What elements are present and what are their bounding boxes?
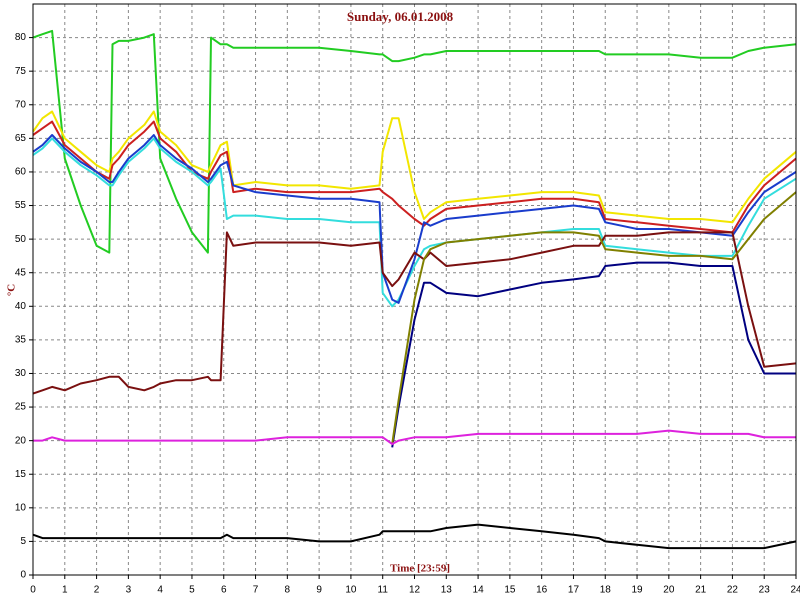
y-tick-label: 5	[20, 536, 26, 547]
y-tick-label: 45	[15, 267, 27, 278]
y-axis-label: °C	[6, 284, 18, 296]
x-axis-label: Time [23:59]	[390, 563, 450, 575]
x-tick-label: 1	[62, 585, 68, 596]
x-tick-label: 8	[285, 585, 291, 596]
x-tick-label: 18	[600, 585, 612, 596]
x-tick-label: 5	[189, 585, 195, 596]
y-tick-label: 10	[15, 502, 27, 513]
x-tick-label: 12	[409, 585, 421, 596]
series-line	[32, 523, 797, 550]
y-tick-label: 65	[15, 133, 27, 144]
series-line	[32, 110, 797, 224]
x-tick-label: 6	[221, 585, 227, 596]
series-line	[32, 29, 797, 254]
y-tick-label: 80	[15, 32, 27, 43]
x-tick-label: 21	[695, 585, 707, 596]
y-tick-label: 70	[15, 99, 27, 110]
plot-frame	[32, 3, 797, 576]
series-line	[391, 261, 796, 448]
x-tick-label: 10	[345, 585, 357, 596]
grid	[29, 4, 797, 579]
lines	[32, 29, 797, 550]
series-line	[32, 120, 797, 234]
y-tick-label: 50	[15, 234, 27, 245]
x-tick-label: 19	[631, 585, 643, 596]
y-tick-label: 60	[15, 167, 27, 178]
y-tick-label: 55	[15, 200, 27, 211]
x-tick-label: 16	[536, 585, 548, 596]
x-tick-label: 15	[504, 585, 516, 596]
x-tick-label: 3	[126, 585, 132, 596]
y-tick-label: 25	[15, 402, 27, 413]
x-tick-label: 22	[727, 585, 739, 596]
y-tick-label: 0	[20, 570, 26, 581]
y-tick-label: 40	[15, 301, 27, 312]
x-tick-label: 17	[568, 585, 580, 596]
x-tick-label: 14	[473, 585, 485, 596]
series-line	[33, 429, 796, 445]
x-tick-label: 24	[790, 585, 800, 596]
x-tick-label: 0	[30, 585, 36, 596]
x-tick-label: 7	[253, 585, 259, 596]
y-tick-label: 30	[15, 368, 27, 379]
chart-title: Sunday, 06.01.2008	[347, 9, 454, 24]
y-tick-label: 75	[15, 66, 27, 77]
x-tick-label: 9	[316, 585, 322, 596]
x-tick-label: 20	[663, 585, 675, 596]
x-tick-label: 4	[157, 585, 163, 596]
series-line	[32, 134, 797, 304]
y-tick-label: 35	[15, 335, 27, 346]
y-tick-label: 15	[15, 469, 27, 480]
series-line	[391, 191, 797, 445]
x-tick-label: 11	[378, 585, 389, 596]
x-tick-label: 2	[94, 585, 100, 596]
x-tick-label: 23	[759, 585, 771, 596]
series-line	[32, 231, 797, 395]
y-tick-label: 20	[15, 435, 27, 446]
x-tick-label: 13	[441, 585, 453, 596]
